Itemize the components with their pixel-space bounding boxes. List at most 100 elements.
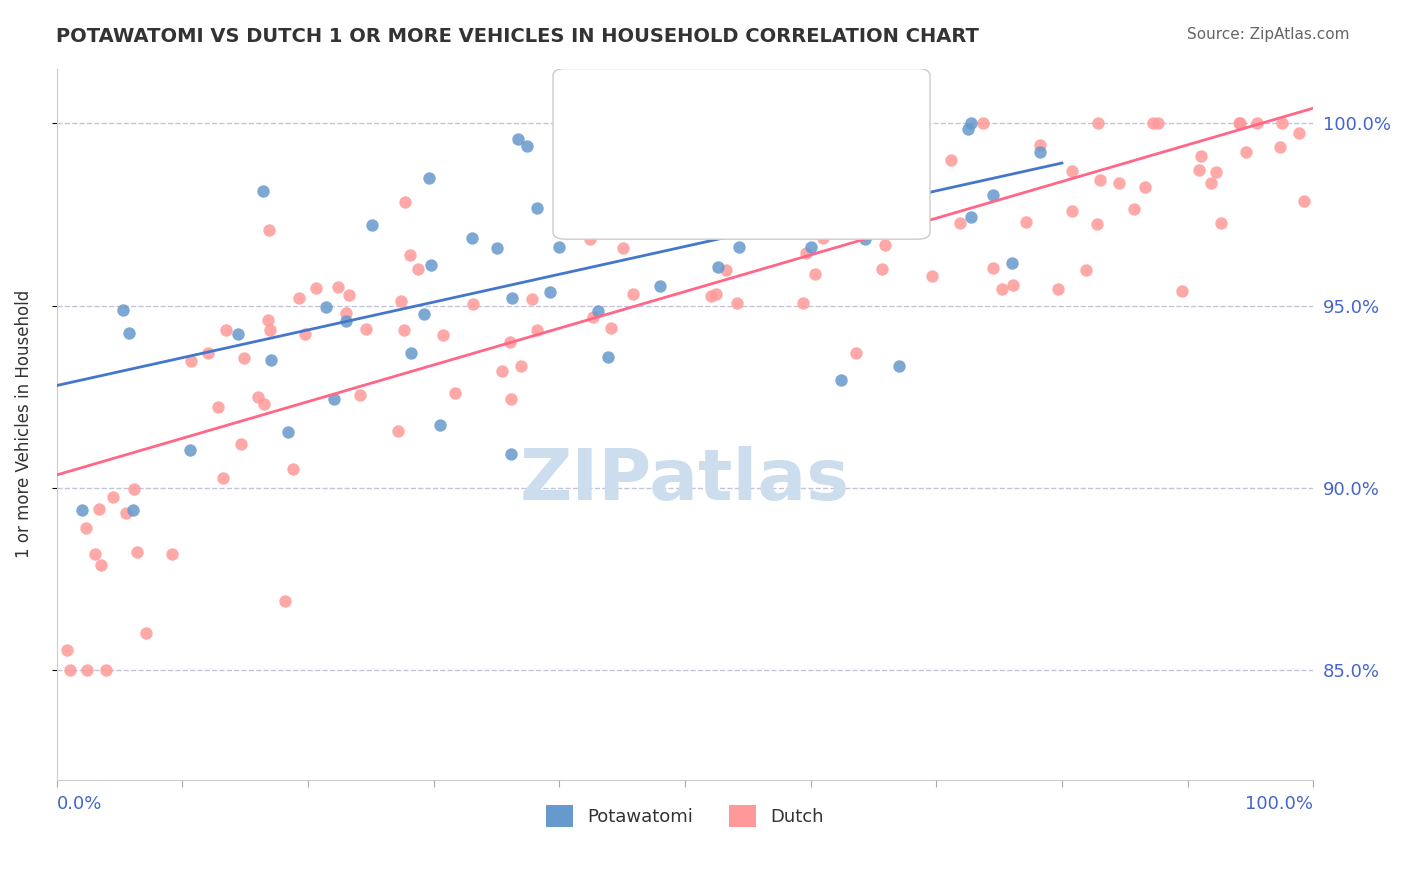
Potawatomi xyxy=(122,502,145,516)
Dutch xyxy=(444,386,467,401)
Dutch xyxy=(768,116,790,130)
Dutch xyxy=(392,323,415,337)
Dutch xyxy=(197,345,219,359)
Dutch xyxy=(399,248,422,262)
Dutch xyxy=(273,594,295,608)
FancyBboxPatch shape xyxy=(553,69,929,239)
Dutch xyxy=(75,521,97,535)
Dutch xyxy=(387,424,409,438)
Potawatomi xyxy=(252,185,274,199)
Dutch xyxy=(811,231,834,245)
Dutch xyxy=(526,323,548,337)
Potawatomi xyxy=(260,353,283,368)
Dutch xyxy=(281,462,304,476)
Dutch xyxy=(1087,116,1109,130)
Dutch xyxy=(600,320,623,334)
Dutch xyxy=(1271,116,1294,130)
Dutch xyxy=(1209,216,1232,230)
Dutch xyxy=(890,153,912,168)
Potawatomi xyxy=(718,220,741,235)
Dutch xyxy=(1205,165,1227,179)
Dutch xyxy=(612,241,634,255)
Potawatomi xyxy=(887,359,910,373)
Dutch xyxy=(582,310,605,324)
Dutch xyxy=(1060,204,1083,219)
Dutch xyxy=(96,663,118,677)
Potawatomi xyxy=(323,392,346,406)
Dutch xyxy=(725,295,748,310)
Dutch xyxy=(1227,116,1250,130)
Text: 100.0%: 100.0% xyxy=(1246,795,1313,813)
Potawatomi xyxy=(538,285,561,299)
Potawatomi xyxy=(461,230,484,244)
Dutch xyxy=(626,165,648,179)
Dutch xyxy=(981,260,1004,275)
Dutch xyxy=(56,643,79,657)
Dutch xyxy=(83,547,105,561)
Dutch xyxy=(257,312,280,326)
Text: Source: ZipAtlas.com: Source: ZipAtlas.com xyxy=(1187,27,1350,42)
Potawatomi xyxy=(401,346,423,360)
Dutch xyxy=(212,471,235,485)
Dutch xyxy=(160,547,183,561)
Dutch xyxy=(305,281,328,295)
Dutch xyxy=(510,359,533,373)
Dutch xyxy=(808,196,831,211)
Potawatomi xyxy=(596,350,619,364)
Dutch xyxy=(717,202,740,216)
Potawatomi xyxy=(981,187,1004,202)
Dutch xyxy=(714,263,737,277)
Dutch xyxy=(941,153,963,168)
Potawatomi xyxy=(70,502,93,516)
Dutch xyxy=(870,262,893,277)
Dutch xyxy=(1288,126,1310,140)
Potawatomi xyxy=(335,314,357,328)
Potawatomi xyxy=(800,240,823,254)
Potawatomi xyxy=(111,303,134,318)
Dutch xyxy=(394,195,416,210)
Dutch xyxy=(972,116,994,130)
Text: POTAWATOMI VS DUTCH 1 OR MORE VEHICLES IN HOUSEHOLD CORRELATION CHART: POTAWATOMI VS DUTCH 1 OR MORE VEHICLES I… xyxy=(56,27,979,45)
Dutch xyxy=(328,280,350,294)
Potawatomi xyxy=(118,326,141,340)
Potawatomi xyxy=(429,417,451,432)
Dutch xyxy=(990,282,1012,296)
Dutch xyxy=(90,558,112,573)
Potawatomi xyxy=(853,232,876,246)
Dutch xyxy=(794,245,817,260)
Dutch xyxy=(1015,215,1038,229)
Dutch xyxy=(921,268,943,283)
Potawatomi xyxy=(548,240,571,254)
Potawatomi xyxy=(516,138,538,153)
Potawatomi xyxy=(1029,145,1052,159)
Potawatomi xyxy=(413,307,436,321)
Potawatomi xyxy=(818,151,841,165)
Dutch xyxy=(246,391,269,405)
Dutch xyxy=(845,345,868,359)
Potawatomi xyxy=(830,373,852,387)
Dutch xyxy=(1142,116,1164,130)
Dutch xyxy=(215,323,238,337)
Dutch xyxy=(862,197,884,211)
Dutch xyxy=(787,194,810,209)
Dutch xyxy=(349,387,371,401)
Dutch xyxy=(1171,284,1194,298)
Potawatomi xyxy=(550,116,572,130)
Dutch xyxy=(389,294,412,309)
Potawatomi xyxy=(956,121,979,136)
Dutch xyxy=(335,306,357,320)
Y-axis label: 1 or more Vehicles in Household: 1 or more Vehicles in Household xyxy=(15,290,32,558)
Potawatomi xyxy=(526,201,548,215)
Dutch xyxy=(491,364,513,378)
Dutch xyxy=(804,267,827,281)
Dutch xyxy=(949,216,972,230)
Dutch xyxy=(406,261,429,276)
Potawatomi xyxy=(960,116,983,130)
Dutch xyxy=(704,287,727,301)
Potawatomi xyxy=(501,291,523,305)
Potawatomi xyxy=(508,132,530,146)
Dutch xyxy=(794,222,817,236)
Potawatomi xyxy=(277,425,299,440)
Dutch xyxy=(882,116,904,130)
Dutch xyxy=(59,663,82,677)
